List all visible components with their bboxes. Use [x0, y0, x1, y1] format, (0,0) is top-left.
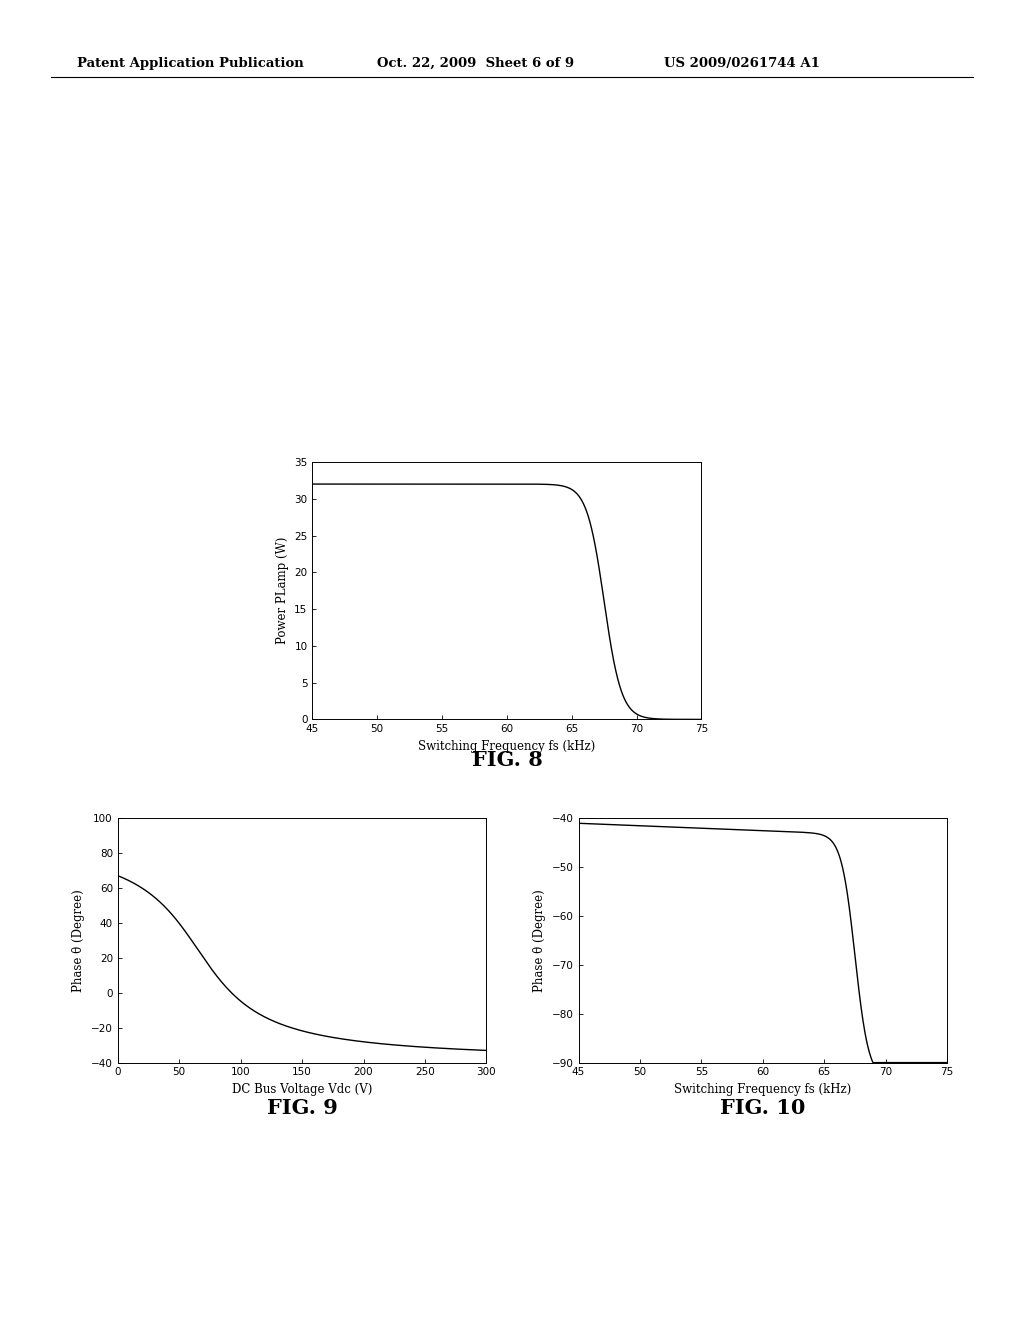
Text: FIG. 9: FIG. 9	[266, 1098, 338, 1118]
Text: Patent Application Publication: Patent Application Publication	[77, 57, 303, 70]
Y-axis label: Phase θ (Degree): Phase θ (Degree)	[73, 890, 85, 991]
Text: FIG. 10: FIG. 10	[720, 1098, 806, 1118]
Y-axis label: Power PLamp (W): Power PLamp (W)	[275, 537, 289, 644]
X-axis label: Switching Frequency fs (kHz): Switching Frequency fs (kHz)	[674, 1082, 852, 1096]
Text: US 2009/0261744 A1: US 2009/0261744 A1	[664, 57, 819, 70]
Text: FIG. 8: FIG. 8	[471, 750, 543, 770]
X-axis label: DC Bus Voltage Vdc (V): DC Bus Voltage Vdc (V)	[231, 1082, 373, 1096]
Text: Oct. 22, 2009  Sheet 6 of 9: Oct. 22, 2009 Sheet 6 of 9	[377, 57, 574, 70]
Y-axis label: Phase θ (Degree): Phase θ (Degree)	[534, 890, 546, 991]
X-axis label: Switching Frequency fs (kHz): Switching Frequency fs (kHz)	[418, 739, 596, 752]
